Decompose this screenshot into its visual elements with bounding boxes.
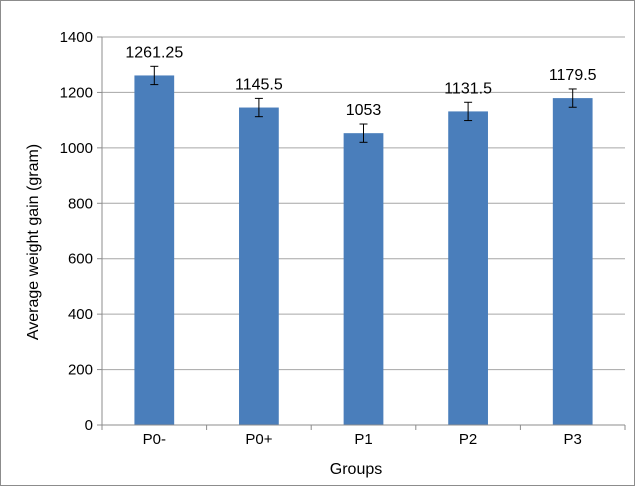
data-label: 1261.25 [125,44,183,61]
bar-p2 [448,111,488,426]
x-tick-label: P3 [564,431,582,448]
data-label: 1179.5 [549,67,597,84]
bar-p0- [134,75,175,425]
y-tick-label: 1400 [60,29,93,46]
labels: 0 200 400 600 800 1000 1200 1400 1261.25 P0- 1145.… [60,29,597,448]
bar-p3 [552,98,593,426]
bars [134,65,593,426]
y-tick-label: 600 [68,251,93,268]
y-tick-label: 200 [68,362,93,379]
y-tick-label: 400 [68,306,93,323]
data-label: 1131.5 [444,80,492,97]
y-tick-label: 0 [85,417,93,434]
x-tick-label: P1 [354,431,372,448]
y-tick-label: 1200 [60,84,93,101]
x-tick-label: P2 [459,431,477,448]
x-tick-label: P0- [143,431,166,448]
x-axis-title: Groups [330,461,382,478]
y-axis-title: Average weight gain (gram) [25,144,42,340]
y-tick-label: 800 [68,195,93,212]
data-label: 1053 [346,102,382,119]
x-tick-label: P0+ [245,431,272,448]
axes [97,36,626,430]
y-tick-label: 1000 [60,140,93,157]
bar-p0- [239,107,279,425]
data-label: 1145.5 [235,76,283,93]
bar-p1 [343,133,384,425]
